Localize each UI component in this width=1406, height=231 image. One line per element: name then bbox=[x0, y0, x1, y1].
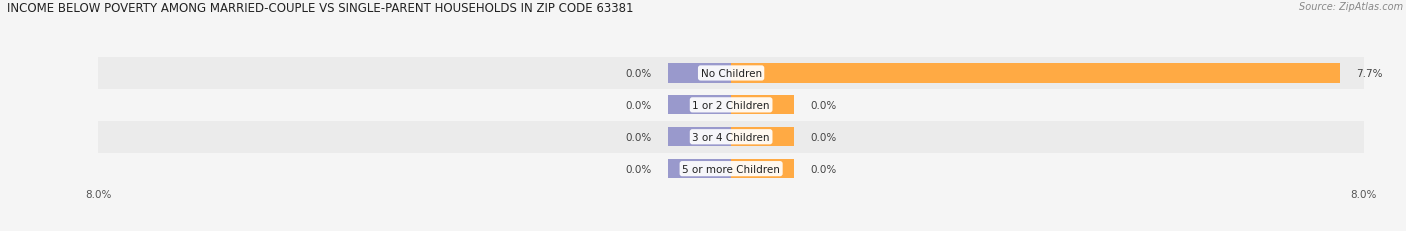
Bar bbox=[668, 64, 731, 83]
Text: 0.0%: 0.0% bbox=[810, 164, 837, 174]
Text: 0.0%: 0.0% bbox=[810, 132, 837, 142]
Bar bbox=[668, 128, 731, 147]
Bar bbox=[98, 90, 1364, 121]
Bar bbox=[731, 96, 794, 115]
Bar bbox=[731, 159, 794, 178]
Text: 3 or 4 Children: 3 or 4 Children bbox=[692, 132, 770, 142]
Text: No Children: No Children bbox=[700, 69, 762, 79]
Bar bbox=[98, 58, 1364, 90]
Text: 5 or more Children: 5 or more Children bbox=[682, 164, 780, 174]
Text: 0.0%: 0.0% bbox=[810, 100, 837, 110]
Text: 0.0%: 0.0% bbox=[626, 69, 652, 79]
Text: 0.0%: 0.0% bbox=[626, 164, 652, 174]
Text: INCOME BELOW POVERTY AMONG MARRIED-COUPLE VS SINGLE-PARENT HOUSEHOLDS IN ZIP COD: INCOME BELOW POVERTY AMONG MARRIED-COUPL… bbox=[7, 2, 634, 15]
Bar bbox=[731, 128, 794, 147]
Bar bbox=[668, 96, 731, 115]
Text: 0.0%: 0.0% bbox=[626, 100, 652, 110]
Bar bbox=[731, 64, 1340, 83]
Text: 1 or 2 Children: 1 or 2 Children bbox=[692, 100, 770, 110]
Text: Source: ZipAtlas.com: Source: ZipAtlas.com bbox=[1299, 2, 1403, 12]
Bar bbox=[98, 121, 1364, 153]
Bar bbox=[668, 159, 731, 178]
Text: 7.7%: 7.7% bbox=[1355, 69, 1382, 79]
Text: 0.0%: 0.0% bbox=[626, 132, 652, 142]
Bar bbox=[98, 153, 1364, 185]
